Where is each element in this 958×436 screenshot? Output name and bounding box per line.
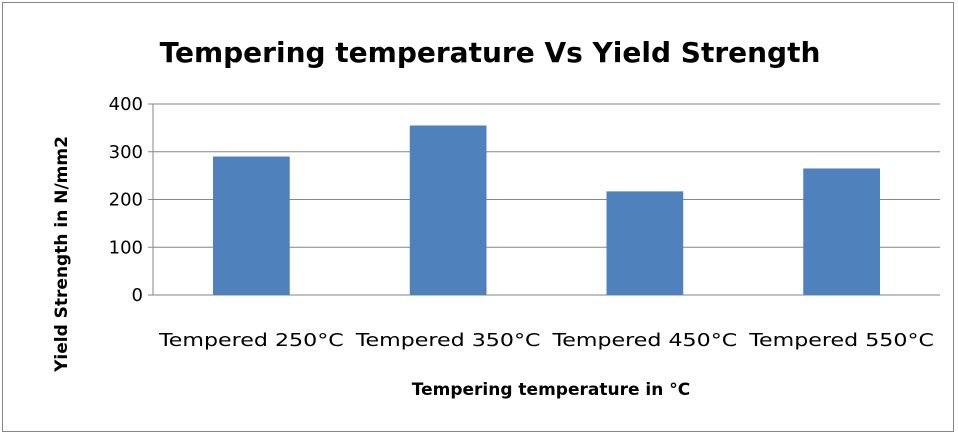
y-tick-label-200: 200 — [109, 190, 143, 211]
y-tick-label-100: 100 — [109, 237, 143, 258]
x-category-label-1: Tempered 250°C — [158, 330, 344, 351]
y-axis-title: Yield Strength in N/mm2 — [52, 136, 72, 373]
bar-2 — [409, 125, 487, 295]
y-tick-label-400: 400 — [109, 94, 143, 115]
x-category-labels: Tempered 250°C Tempered 350°C Tempered 450… — [158, 330, 934, 351]
x-category-label-4: Tempered 550°C — [748, 330, 934, 351]
bar-4 — [803, 168, 880, 295]
y-tick-label-300: 300 — [109, 142, 143, 163]
x-axis-title: Tempering temperature in °C — [412, 380, 691, 400]
y-tick-label-0: 0 — [132, 285, 143, 306]
bar-3 — [606, 191, 684, 295]
x-category-label-3: Tempered 450°C — [551, 330, 737, 351]
bar-1 — [213, 156, 290, 295]
chart-title: Tempering temperature Vs Yield Strength — [160, 36, 821, 69]
y-tick-labels: 0 100 200 300 400 — [109, 94, 143, 306]
x-category-label-2: Tempered 350°C — [355, 330, 541, 351]
bars — [213, 125, 880, 295]
